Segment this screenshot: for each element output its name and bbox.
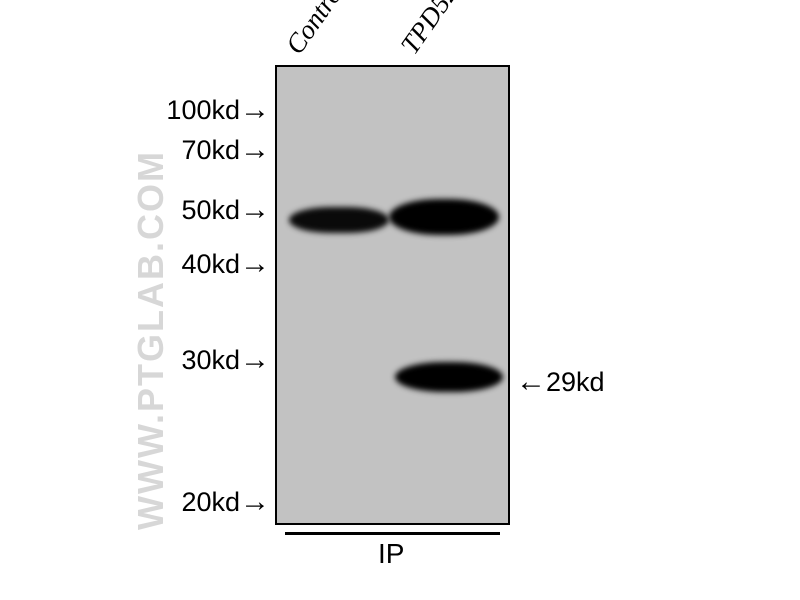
arrow-icon: → — [240, 140, 270, 160]
mw-text: 70kd — [181, 135, 240, 165]
arrow-icon: → — [240, 254, 270, 274]
mw-text: 20kd — [181, 487, 240, 517]
figure-root: WWW.PTGLAB.COM Control lgG TPD52L2 100kd… — [0, 0, 800, 600]
target-band-marker: ←29kd — [516, 367, 605, 398]
target-band-text: 29kd — [546, 367, 605, 397]
mw-marker-30: 30kd→ — [181, 345, 270, 376]
arrow-icon: → — [240, 492, 270, 512]
mw-marker-70: 70kd→ — [181, 135, 270, 166]
band-control-heavy — [289, 207, 389, 233]
ip-label: IP — [378, 538, 404, 570]
lane-header-target: TPD52L2 — [395, 0, 481, 60]
ip-underline — [285, 532, 500, 535]
mw-marker-100: 100kd→ — [166, 95, 270, 126]
mw-text: 100kd — [166, 95, 240, 125]
mw-marker-50: 50kd→ — [181, 195, 270, 226]
lane-header-control: Control lgG — [280, 0, 380, 60]
watermark-text: WWW.PTGLAB.COM — [130, 150, 172, 530]
blot-membrane — [275, 65, 510, 525]
arrow-icon: → — [240, 200, 270, 220]
arrow-icon: → — [240, 350, 270, 370]
mw-marker-20: 20kd→ — [181, 487, 270, 518]
mw-text: 50kd — [181, 195, 240, 225]
band-target-heavy — [389, 199, 499, 235]
arrow-icon: ← — [516, 372, 546, 392]
mw-text: 40kd — [181, 249, 240, 279]
band-target-29kd — [395, 362, 503, 392]
arrow-icon: → — [240, 100, 270, 120]
mw-marker-40: 40kd→ — [181, 249, 270, 280]
mw-text: 30kd — [181, 345, 240, 375]
